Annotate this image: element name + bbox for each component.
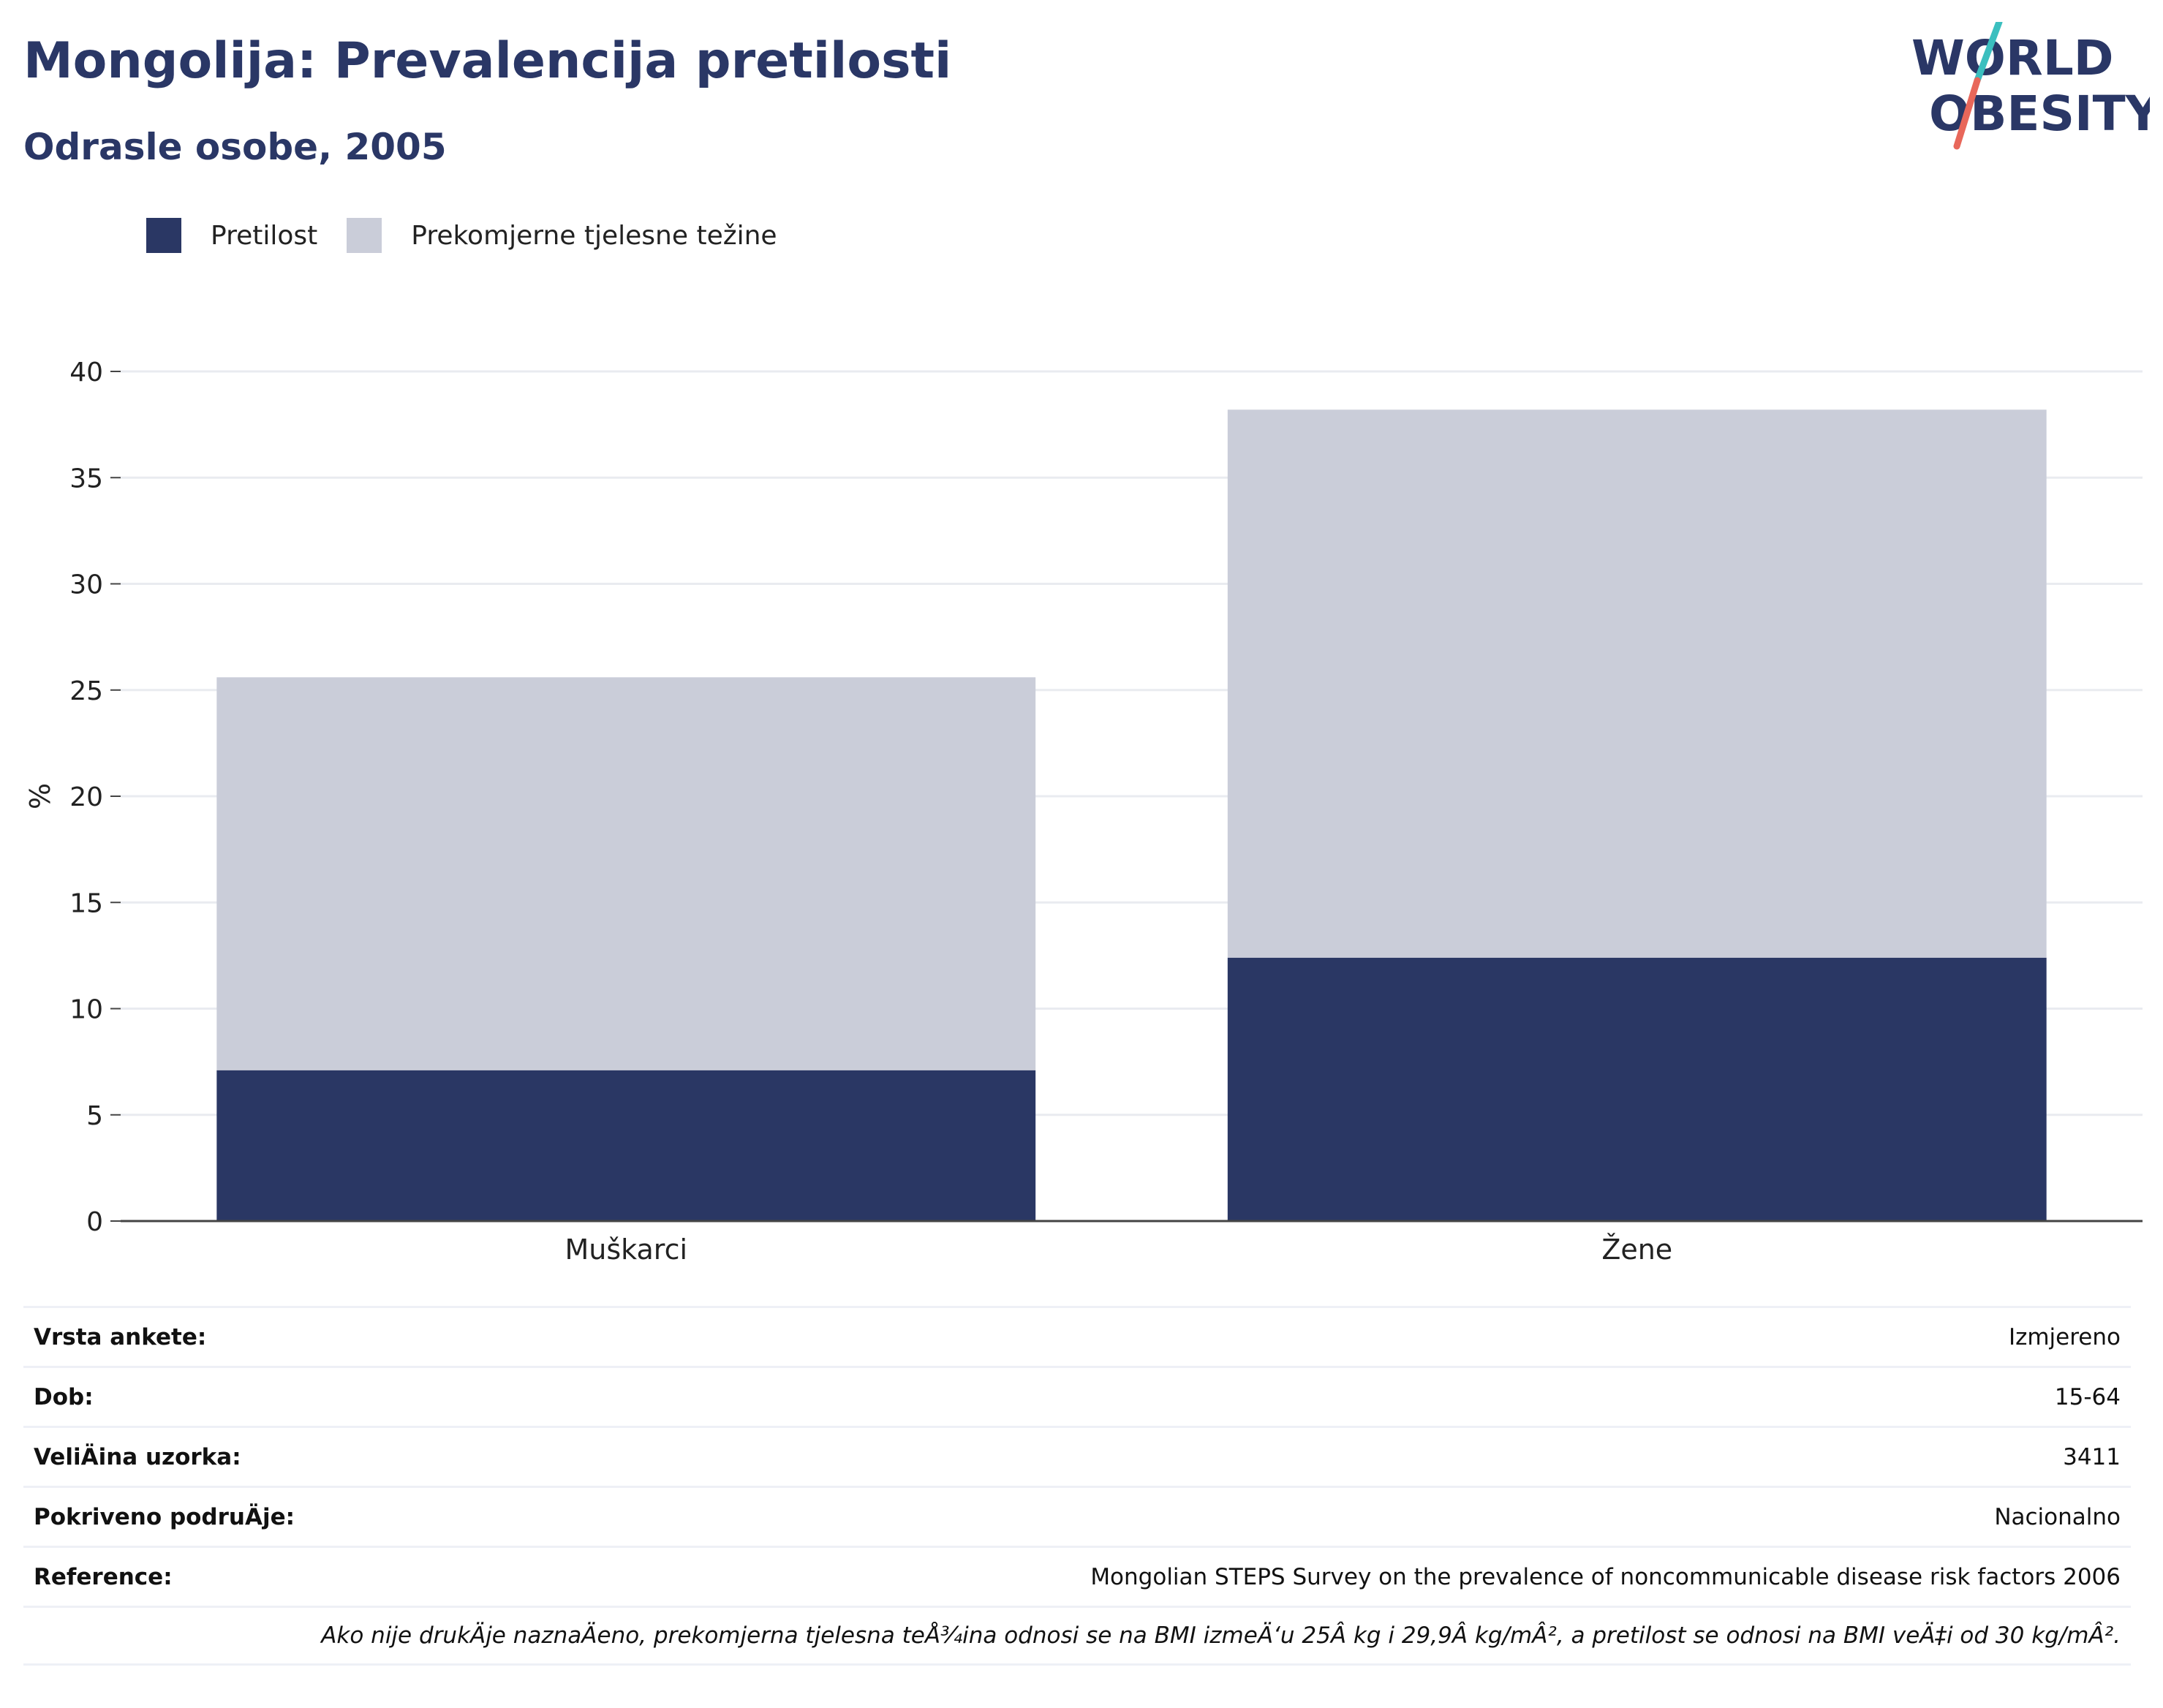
info-row-reference: Reference: Mongolian STEPS Survey on the… xyxy=(23,1546,2131,1606)
info-label: Reference: xyxy=(34,1564,173,1590)
info-value: 3411 xyxy=(2063,1444,2121,1470)
y-tick-label: 40 xyxy=(69,358,103,388)
y-tick-label: 25 xyxy=(69,676,103,706)
info-row-survey-type: Vrsta ankete: Izmjereno xyxy=(23,1306,2131,1366)
info-value: 15-64 xyxy=(2055,1384,2121,1410)
info-label: Vrsta ankete: xyxy=(34,1324,206,1350)
info-row-coverage: Pokriveno podruÄ je: Nacionalno xyxy=(23,1486,2131,1546)
y-tick-label: 10 xyxy=(69,995,103,1025)
info-value: Izmjereno xyxy=(2009,1324,2121,1350)
legend-label-pretilost: Pretilost xyxy=(211,221,317,251)
y-tick-label: 20 xyxy=(69,782,103,812)
info-label: Pokriveno podruÄ je: xyxy=(34,1504,295,1530)
legend-item-pretilost[interactable]: Pretilost xyxy=(146,218,317,253)
legend-swatch-pretilost xyxy=(146,218,181,253)
legend: Pretilost Prekomjerne tjelesne težine xyxy=(146,218,807,253)
bar-prekomjerne-0[interactable] xyxy=(216,677,1035,1070)
info-label: VeliÄ ina uzorka: xyxy=(34,1444,241,1470)
definition-note-text: Ako nije drukÄ je naznaÄ eno, prekomjern… xyxy=(321,1622,2121,1649)
world-obesity-logo: WORLD OBESITY xyxy=(1901,22,2150,154)
bar-chart: 0 5 10 15 20 25 30 35 40 Muškarci Žene% xyxy=(0,322,2163,1280)
x-category-label: Žene xyxy=(1601,1233,1672,1266)
legend-swatch-prekomjerne xyxy=(347,218,382,253)
info-row-age: Dob: 15-64 xyxy=(23,1366,2131,1426)
info-label: Dob: xyxy=(34,1384,94,1410)
y-tick-label: 5 xyxy=(86,1101,103,1131)
definition-note: Ako nije drukÄ je naznaÄ eno, prekomjern… xyxy=(23,1606,2131,1666)
y-tick-label: 15 xyxy=(69,888,103,918)
y-tick-label: 0 xyxy=(86,1207,103,1237)
info-value: Nacionalno xyxy=(1994,1504,2121,1530)
chart-title: Mongolija: Prevalencija pretilosti xyxy=(23,32,951,90)
bar-prekomjerne-1[interactable] xyxy=(1228,409,2047,957)
chart-subtitle: Odrasle osobe, 2005 xyxy=(23,126,447,168)
bar-pretilost-1[interactable] xyxy=(1228,958,2047,1221)
y-axis-label: % xyxy=(24,783,56,809)
bar-pretilost-0[interactable] xyxy=(216,1070,1035,1221)
y-tick-label: 35 xyxy=(69,464,103,494)
x-category-label: Muškarci xyxy=(565,1233,687,1266)
survey-info-table: Vrsta ankete: Izmjereno Dob: 15-64 VeliÄ… xyxy=(23,1306,2131,1666)
y-tick-label: 30 xyxy=(69,570,103,600)
logo-line1: WORLD xyxy=(1911,30,2114,86)
legend-item-prekomjerne[interactable]: Prekomjerne tjelesne težine xyxy=(347,218,777,253)
legend-label-prekomjerne: Prekomjerne tjelesne težine xyxy=(411,221,777,251)
info-value: Mongolian STEPS Survey on the prevalence… xyxy=(1090,1564,2121,1590)
info-row-sample-size: VeliÄ ina uzorka: 3411 xyxy=(23,1426,2131,1486)
